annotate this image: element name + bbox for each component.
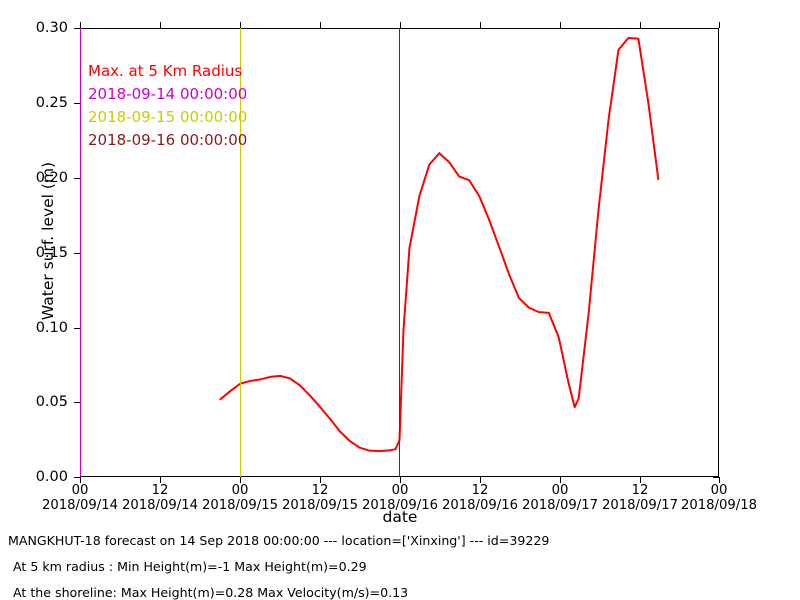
y-tick-mark bbox=[74, 178, 80, 179]
x-tick-date: 2018/09/16 bbox=[361, 498, 439, 513]
x-tick-mark-top bbox=[80, 22, 81, 28]
x-tick-date: 2018/09/18 bbox=[680, 498, 758, 513]
x-tick-label: 00 2018/09/15 bbox=[202, 483, 278, 513]
vertical-marker-2018-09-16 bbox=[399, 28, 400, 477]
y-tick-label: 0.30 bbox=[35, 20, 68, 36]
x-tick-label: 12 2018/09/17 bbox=[602, 483, 678, 513]
y-tick-mark bbox=[74, 103, 80, 104]
series-plot bbox=[219, 36, 660, 453]
x-tick-hour: 12 bbox=[311, 483, 329, 498]
x-tick-mark-top bbox=[640, 22, 641, 28]
x-tick-label: 00 2018/09/18 bbox=[681, 483, 757, 513]
x-tick-mark-top bbox=[160, 22, 161, 28]
y-tick-mark bbox=[74, 253, 80, 254]
legend-item-date-0916: 2018-09-16 00:00:00 bbox=[88, 131, 248, 149]
x-tick-mark-top bbox=[320, 22, 321, 28]
y-axis-title: Water surf. level (m) bbox=[39, 161, 57, 321]
y-tick-label: 0.25 bbox=[35, 95, 68, 111]
x-axis-title: date bbox=[382, 508, 418, 526]
x-tick-hour: 12 bbox=[471, 483, 489, 498]
x-tick-hour: 00 bbox=[710, 483, 728, 498]
y-tick-mark-right bbox=[713, 477, 719, 478]
x-tick-label: 00 2018/09/14 bbox=[42, 483, 118, 513]
x-tick-hour: 00 bbox=[231, 483, 249, 498]
footer-shoreline-stats: At the shoreline: Max Height(m)=0.28 Max… bbox=[13, 585, 409, 600]
legend-item-max-radius: Max. at 5 Km Radius bbox=[88, 62, 243, 80]
legend-item-date-0914: 2018-09-14 00:00:00 bbox=[88, 85, 248, 103]
footer-radius-stats: At 5 km radius : Min Height(m)=-1 Max He… bbox=[13, 559, 367, 574]
x-tick-hour: 00 bbox=[71, 483, 89, 498]
x-tick-mark bbox=[719, 477, 720, 483]
x-tick-hour: 12 bbox=[631, 483, 649, 498]
x-tick-date: 2018/09/14 bbox=[41, 498, 119, 513]
y-tick-mark bbox=[74, 402, 80, 403]
x-tick-label: 12 2018/09/14 bbox=[122, 483, 198, 513]
x-tick-date: 2018/09/14 bbox=[121, 498, 199, 513]
y-tick-mark bbox=[74, 28, 80, 29]
y-tick-mark bbox=[74, 328, 80, 329]
x-tick-mark bbox=[640, 477, 641, 483]
x-tick-mark-top bbox=[240, 22, 241, 28]
x-tick-label: 00 2018/09/17 bbox=[522, 483, 598, 513]
x-tick-mark bbox=[240, 477, 241, 483]
x-tick-mark bbox=[400, 477, 401, 483]
x-tick-date: 2018/09/17 bbox=[521, 498, 599, 513]
water-level-line bbox=[219, 36, 660, 453]
x-tick-mark-top bbox=[480, 22, 481, 28]
x-tick-mark bbox=[560, 477, 561, 483]
y-tick-label: 0.20 bbox=[35, 170, 68, 186]
y-tick-label: 0.05 bbox=[35, 394, 68, 410]
x-tick-hour: 12 bbox=[151, 483, 169, 498]
x-tick-mark bbox=[480, 477, 481, 483]
x-tick-mark-top bbox=[560, 22, 561, 28]
x-tick-hour: 00 bbox=[391, 483, 409, 498]
legend-annotations: Max. at 5 Km Radius 2018-09-14 00:00:00 … bbox=[88, 60, 247, 152]
x-tick-label: 12 2018/09/15 bbox=[282, 483, 358, 513]
x-tick-date: 2018/09/17 bbox=[601, 498, 679, 513]
y-tick-label: 0.15 bbox=[35, 245, 68, 261]
x-tick-mark-top bbox=[400, 22, 401, 28]
x-tick-date: 2018/09/16 bbox=[441, 498, 519, 513]
x-tick-mark bbox=[320, 477, 321, 483]
footer-forecast-info: MANGKHUT-18 forecast on 14 Sep 2018 00:0… bbox=[8, 533, 550, 548]
x-tick-mark bbox=[160, 477, 161, 483]
vertical-marker-2018-09-14 bbox=[80, 28, 81, 477]
y-tick-label: 0.00 bbox=[35, 469, 68, 485]
x-tick-mark-top bbox=[719, 22, 720, 28]
x-tick-hour: 00 bbox=[551, 483, 569, 498]
legend-item-date-0915: 2018-09-15 00:00:00 bbox=[88, 108, 248, 126]
y-tick-label: 0.10 bbox=[35, 320, 68, 336]
x-tick-date: 2018/09/15 bbox=[281, 498, 359, 513]
x-tick-label: 12 2018/09/16 bbox=[442, 483, 518, 513]
y-tick-mark bbox=[74, 477, 80, 478]
x-tick-mark bbox=[80, 477, 81, 483]
x-tick-label: 00 2018/09/16 bbox=[362, 483, 438, 513]
x-tick-date: 2018/09/15 bbox=[201, 498, 279, 513]
vertical-marker-2018-09-15 bbox=[240, 28, 241, 477]
